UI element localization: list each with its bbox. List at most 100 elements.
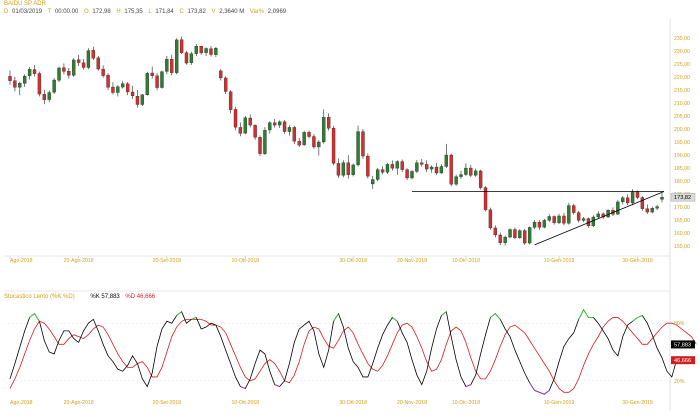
candle-body [277, 121, 282, 126]
price-tick-label: 235,00 [674, 36, 690, 42]
candle-body [145, 73, 149, 96]
stochastic-k-line [9, 308, 678, 395]
candle-body [263, 130, 267, 154]
stochastic-header: Stocastico Lento (%K %D) %K 57,883 %D 46… [4, 294, 155, 300]
candle-body [444, 154, 448, 167]
date-tick-label: 20-Nov-2018 [397, 258, 427, 264]
candle-body [537, 222, 542, 228]
k-value-axis-label: 57,883 [674, 342, 691, 348]
candle-body [199, 45, 203, 54]
candle-body [135, 96, 140, 105]
candle-body [62, 67, 66, 72]
d-value: 46,666 [136, 294, 156, 300]
price-tick-label: 180,00 [674, 179, 690, 185]
candle-body [498, 234, 502, 243]
candle-body [317, 141, 321, 148]
price-tick-label: 155,00 [674, 244, 690, 250]
low-label: L [148, 9, 152, 15]
candle-body [86, 50, 91, 68]
d-value-box [671, 356, 695, 365]
candle-body [390, 164, 395, 169]
candle-body [204, 48, 208, 53]
candle-body [326, 117, 331, 129]
date-value: 01/03/2019 [12, 9, 43, 15]
candle-body [238, 127, 243, 134]
candle-body [488, 209, 493, 229]
stochastic-overbought-segment [191, 317, 197, 320]
k-label: %K [90, 294, 100, 300]
stochastic-overbought-segment [29, 313, 35, 318]
candle-body [464, 167, 468, 175]
high-value: 175,35 [124, 9, 143, 15]
candle-body [640, 197, 645, 209]
candle-body [331, 128, 336, 164]
candle-body [655, 206, 659, 209]
current-price-label: 173,82 [674, 195, 691, 201]
stochastic-overbought-segment [392, 317, 398, 322]
candle-body [273, 122, 277, 126]
candle-body [184, 52, 189, 64]
price-tick-label: 210,00 [674, 101, 690, 107]
candle-body [469, 167, 473, 176]
candle-body [121, 83, 125, 88]
low-value: 171,84 [155, 9, 174, 15]
date-label: D [4, 9, 9, 15]
stochastic-date-tick-label: 20-Ago-2018 [64, 400, 94, 406]
current-price-box [670, 192, 696, 202]
date-tick-label: Ago-2018 [10, 258, 33, 264]
date-tick-label: 30-Gen-2019 [622, 258, 653, 264]
d-label: %D [125, 294, 136, 300]
stochastic-date-tick-label: 20-Nov-2018 [397, 400, 427, 406]
volume-label: V [211, 9, 216, 15]
candle-body [474, 170, 478, 176]
k-value-box [671, 340, 695, 349]
candle-body [297, 141, 301, 146]
candle-body [366, 155, 370, 177]
candle-body [312, 136, 316, 148]
grid-layer [4, 18, 671, 410]
candle-body [523, 230, 527, 244]
candle-body [336, 163, 341, 176]
stochastic-date-tick-label: 10-Ott-2018 [231, 400, 259, 406]
candle-body [228, 91, 233, 110]
open-value: 172,98 [92, 9, 111, 15]
candle-body [67, 71, 71, 76]
price-tick-label: 170,00 [674, 205, 690, 211]
price-tick-label: 190,00 [674, 153, 690, 159]
date-tick-label: 10-Dic-2018 [452, 258, 480, 264]
candle-body [170, 59, 174, 73]
candle-body [258, 137, 262, 154]
candle-body [282, 121, 287, 132]
candle-body [518, 230, 522, 239]
candle-body [434, 166, 439, 174]
candle-body [322, 117, 326, 143]
candle-body [160, 71, 164, 88]
candle-body [449, 154, 453, 185]
stochastic-d-line [9, 317, 697, 393]
candle-body [116, 86, 120, 93]
info-bar: BAIDU SP ADR D 01/03/2019 T 00:00.00 O 1… [4, 0, 290, 20]
candle-body [42, 94, 46, 100]
time-value: 00:00.00 [54, 9, 79, 15]
candle-body [371, 179, 375, 185]
stochastic-overbought-segment [583, 309, 589, 318]
candle-body [224, 77, 228, 92]
candle-body [194, 45, 198, 54]
candle-body [547, 216, 551, 221]
stochastic-oversold-segment [274, 384, 280, 387]
candle-body [596, 213, 600, 218]
candle-body [209, 48, 213, 55]
candle-body [380, 169, 385, 173]
date-tick-label: 10-Gen-2019 [544, 258, 575, 264]
candle-body [32, 69, 37, 74]
candle-body [130, 91, 135, 97]
stochastic-oversold-segment [534, 389, 540, 393]
candle-body [532, 222, 537, 228]
stochastic-oversold-segment [240, 386, 246, 389]
candle-body [420, 162, 424, 165]
date-tick-label: 10-Ott-2018 [231, 258, 259, 264]
candle-body [542, 220, 547, 228]
stochastic-overbought-segment [176, 311, 182, 316]
